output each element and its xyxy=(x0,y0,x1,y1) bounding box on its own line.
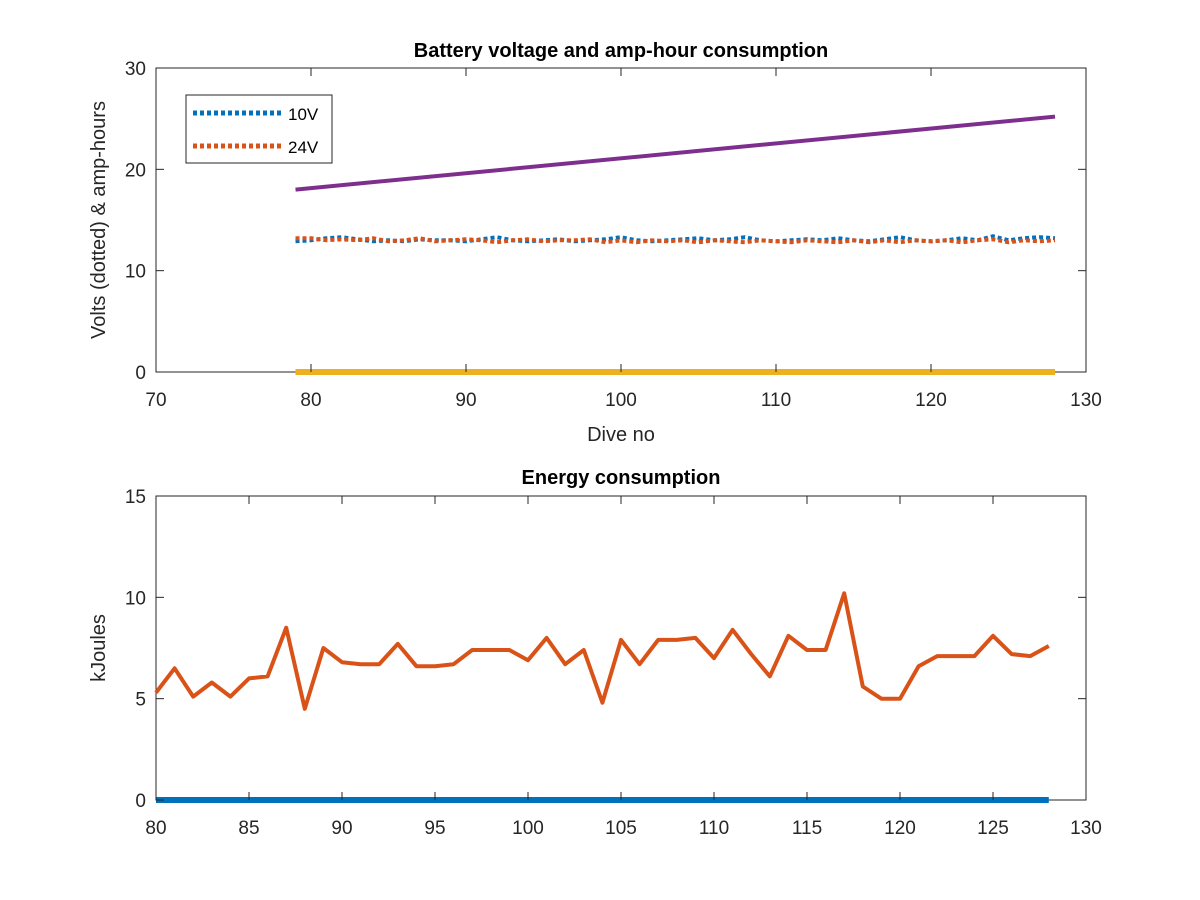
y-axis-label: Volts (dotted) & amp-hours xyxy=(88,101,110,339)
y-tick-label: 20 xyxy=(125,160,146,181)
series-line-s3 xyxy=(295,114,1056,192)
x-tick-label: 100 xyxy=(512,818,544,839)
series-layer xyxy=(295,114,1056,375)
y-tick-label: 0 xyxy=(135,791,146,812)
x-tick-label: 130 xyxy=(1070,818,1102,839)
y-tick-label: 0 xyxy=(135,363,146,384)
series-line-s0 xyxy=(154,591,1050,711)
series-layer xyxy=(154,591,1050,803)
y-tick-label: 5 xyxy=(135,690,146,711)
x-tick-label: 130 xyxy=(1070,390,1102,411)
x-tick-label: 115 xyxy=(792,818,822,839)
legend-label-24v: 24V xyxy=(288,138,319,157)
x-tick-label: 105 xyxy=(605,818,637,839)
x-tick-label: 85 xyxy=(238,818,259,839)
legend-box xyxy=(185,94,333,164)
y-tick-label: 30 xyxy=(125,59,146,80)
x-tick-label: 110 xyxy=(761,390,791,411)
series-line-24v xyxy=(295,236,1056,245)
legend: 10V 24V xyxy=(185,94,333,164)
x-tick-label: 100 xyxy=(605,390,637,411)
x-tick-label: 120 xyxy=(915,390,947,411)
x-tick-label: 110 xyxy=(699,818,729,839)
x-tick-label: 70 xyxy=(145,390,166,411)
tick-layer: 70 80 90 100 110 120 130 0 10 20 30 xyxy=(125,59,1102,411)
y-axis-label: kJoules xyxy=(88,614,110,682)
x-axis-label: Dive no xyxy=(587,424,655,446)
y-tick-label: 10 xyxy=(125,262,146,283)
battery-voltage-panel: Battery voltage and amp-hour consumption… xyxy=(88,40,1102,446)
energy-consumption-panel: Energy consumption 80 85 90 95 100 105 110 115 1… xyxy=(88,467,1102,839)
y-tick-label: 10 xyxy=(125,588,146,609)
x-tick-label: 90 xyxy=(331,818,352,839)
chart-title: Battery voltage and amp-hour consumption xyxy=(414,40,828,62)
plot-area xyxy=(155,495,1087,801)
legend-label-10v: 10V xyxy=(288,105,319,124)
tick-layer: 80 85 90 95 100 105 110 115 120 125 130 0 5 10 15 xyxy=(125,487,1102,839)
y-tick-label: 15 xyxy=(125,487,146,508)
x-tick-label: 80 xyxy=(145,818,166,839)
x-tick-label: 80 xyxy=(300,390,321,411)
x-tick-label: 125 xyxy=(977,818,1009,839)
x-tick-label: 95 xyxy=(424,818,445,839)
x-tick-label: 90 xyxy=(455,390,476,411)
chart-title: Energy consumption xyxy=(522,467,721,489)
x-tick-label: 120 xyxy=(884,818,916,839)
